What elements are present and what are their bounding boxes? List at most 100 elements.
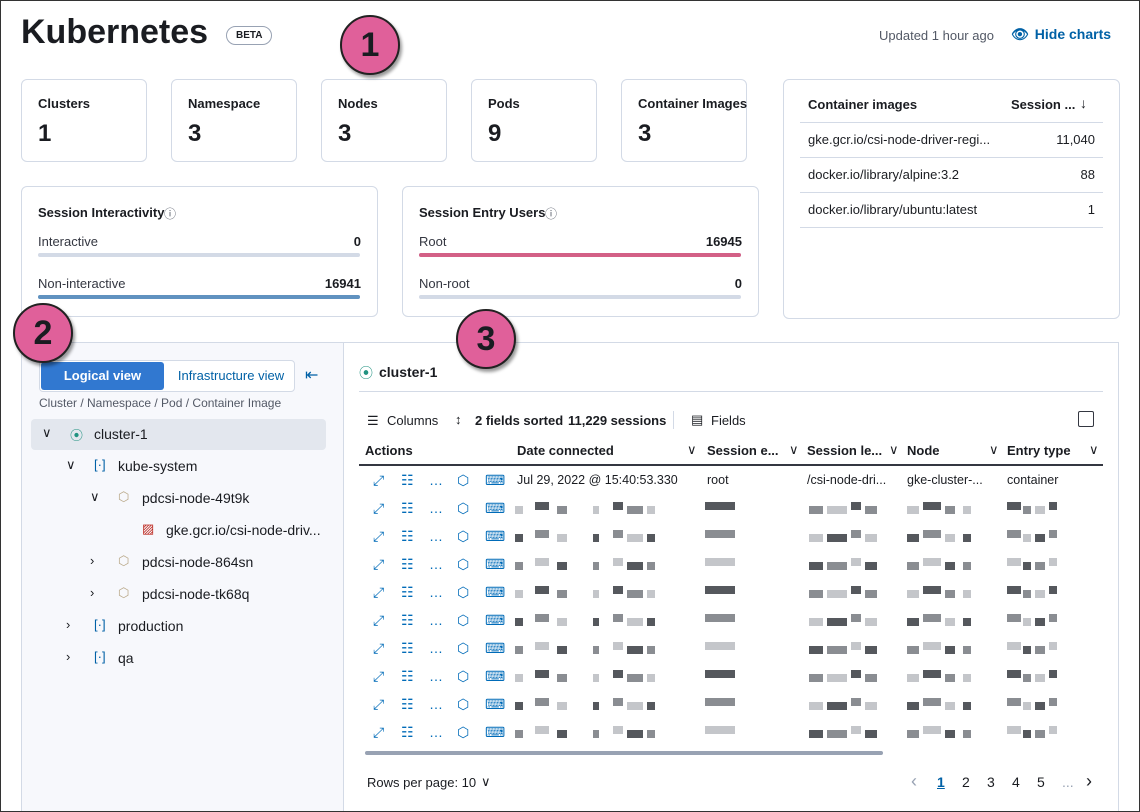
column-header[interactable]: Actions xyxy=(365,443,413,458)
page-link[interactable]: 5 xyxy=(1037,774,1045,790)
row-action[interactable]: ☷ xyxy=(401,528,414,545)
row-action[interactable]: ⤢ xyxy=(373,584,384,601)
page-next[interactable]: › xyxy=(1086,771,1092,792)
row-action[interactable]: ⤢ xyxy=(373,500,384,517)
row-action[interactable]: ☷ xyxy=(401,668,414,685)
row-action[interactable]: … xyxy=(429,696,443,712)
row-action[interactable]: ☷ xyxy=(401,472,414,489)
row-action[interactable]: ⬡ xyxy=(457,724,469,741)
row-action[interactable]: ⬡ xyxy=(457,668,469,685)
column-menu[interactable]: ∨ xyxy=(889,442,899,458)
rows-menu[interactable]: ∨ xyxy=(481,774,491,790)
tree-toggle[interactable]: ∨ xyxy=(42,425,52,441)
row-action[interactable]: ⤢ xyxy=(373,472,384,489)
column-header[interactable]: Entry type xyxy=(1007,443,1071,458)
columns-btn[interactable]: ☰ xyxy=(367,413,379,429)
row-action[interactable]: ☷ xyxy=(401,556,414,573)
column-header[interactable]: Date connected xyxy=(517,443,614,458)
column-menu[interactable]: ∨ xyxy=(989,442,999,458)
tree-node[interactable]: production xyxy=(118,618,183,634)
row-action[interactable]: ⬡ xyxy=(457,696,469,713)
column-header[interactable]: Session e... xyxy=(707,443,779,458)
row-action[interactable]: … xyxy=(429,472,443,488)
tree-node[interactable]: pdcsi-node-tk68q xyxy=(142,586,249,602)
row-action[interactable]: ⤢ xyxy=(373,668,384,685)
row-action[interactable]: ⤢ xyxy=(373,696,384,713)
sorted-label[interactable]: 2 fields sorted xyxy=(475,413,563,428)
columns-label[interactable]: Columns xyxy=(387,413,438,428)
tree-toggle[interactable]: ∨ xyxy=(90,489,100,505)
row-action[interactable]: … xyxy=(429,612,443,628)
row-action[interactable]: ⌨ xyxy=(485,500,505,517)
page-link[interactable]: 4 xyxy=(1012,774,1020,790)
row-action[interactable]: ⬡ xyxy=(457,472,469,489)
row-action[interactable]: ⤢ xyxy=(373,640,384,657)
page-link[interactable]: 1 xyxy=(937,774,945,790)
row-action[interactable]: … xyxy=(429,556,443,572)
row-action[interactable]: ☷ xyxy=(401,612,414,629)
row-action[interactable]: ⤢ xyxy=(373,528,384,545)
fullscreen-btn[interactable] xyxy=(1078,411,1094,427)
row-action[interactable]: ⬡ xyxy=(457,612,469,629)
hide-charts[interactable]: 👁︎Hide charts xyxy=(1011,26,1111,43)
session-count: 1 xyxy=(1088,202,1095,217)
row-action[interactable]: ☷ xyxy=(401,584,414,601)
tab[interactable]: Infrastructure view xyxy=(172,362,290,390)
table-header[interactable]: Session ... xyxy=(1011,97,1075,112)
tree-toggle[interactable]: › xyxy=(66,617,70,632)
row-action[interactable]: ⌨ xyxy=(485,584,505,601)
tree-node[interactable]: kube-system xyxy=(118,458,197,474)
row-action[interactable]: ⬡ xyxy=(457,500,469,517)
column-header[interactable]: Node xyxy=(907,443,940,458)
hide-charts-label[interactable]: Hide charts xyxy=(1035,26,1111,42)
row-action[interactable]: ⬡ xyxy=(457,556,469,573)
tree-node[interactable]: cluster-1 xyxy=(94,426,148,442)
row-action[interactable]: … xyxy=(429,640,443,656)
row-action[interactable]: ⬡ xyxy=(457,640,469,657)
page-link[interactable]: ... xyxy=(1062,774,1074,790)
column-menu[interactable]: ∨ xyxy=(1089,442,1099,458)
row-action[interactable]: … xyxy=(429,668,443,684)
tree-node[interactable]: gke.gcr.io/csi-node-driv... xyxy=(166,522,321,538)
row-action[interactable]: ☷ xyxy=(401,696,414,713)
row-action[interactable]: ⌨ xyxy=(485,472,505,489)
row-action[interactable]: ⌨ xyxy=(485,556,505,573)
tab-active[interactable]: Logical view xyxy=(41,362,164,390)
tree-toggle[interactable]: › xyxy=(66,649,70,664)
tree-toggle[interactable]: › xyxy=(90,553,94,568)
tree-node[interactable]: pdcsi-node-49t9k xyxy=(142,490,249,506)
column-menu[interactable]: ∨ xyxy=(687,442,697,458)
row-action[interactable]: ☷ xyxy=(401,640,414,657)
row-action[interactable]: ⤢ xyxy=(373,612,384,629)
collapse-icon[interactable]: ⇤ xyxy=(305,365,318,385)
row-action[interactable]: … xyxy=(429,528,443,544)
row-action[interactable]: ☷ xyxy=(401,724,414,741)
page-link[interactable]: 2 xyxy=(962,774,970,790)
page-link[interactable]: 3 xyxy=(987,774,995,790)
row-action[interactable]: ⌨ xyxy=(485,724,505,741)
row-action[interactable]: ⤢ xyxy=(373,724,384,741)
tree-node[interactable]: qa xyxy=(118,650,134,666)
row-action[interactable]: ⌨ xyxy=(485,528,505,545)
row-action[interactable]: ⬡ xyxy=(457,528,469,545)
column-menu[interactable]: ∨ xyxy=(789,442,799,458)
row-action[interactable]: ⌨ xyxy=(485,612,505,629)
rows-per-page[interactable]: Rows per page: 10 xyxy=(367,775,476,790)
row-action[interactable]: … xyxy=(429,724,443,740)
row-action[interactable]: ⌨ xyxy=(485,696,505,713)
tree-toggle[interactable]: › xyxy=(90,585,94,600)
row-action[interactable]: ⌨ xyxy=(485,668,505,685)
row-action[interactable]: ⌨ xyxy=(485,640,505,657)
row-action[interactable]: … xyxy=(429,500,443,516)
row-action[interactable]: ⤢ xyxy=(373,556,384,573)
tree-toggle[interactable]: ∨ xyxy=(66,457,76,473)
sort-icon: ↕ xyxy=(455,412,462,427)
column-header[interactable]: Session le... xyxy=(807,443,882,458)
sort-icon: ↓ xyxy=(1080,95,1087,111)
row-action[interactable]: … xyxy=(429,584,443,600)
row-action[interactable]: ☷ xyxy=(401,500,414,517)
page-prev[interactable]: ‹ xyxy=(911,771,917,792)
row-action[interactable]: ⬡ xyxy=(457,584,469,601)
tree-node[interactable]: pdcsi-node-864sn xyxy=(142,554,253,570)
fields-label[interactable]: Fields xyxy=(711,413,746,428)
